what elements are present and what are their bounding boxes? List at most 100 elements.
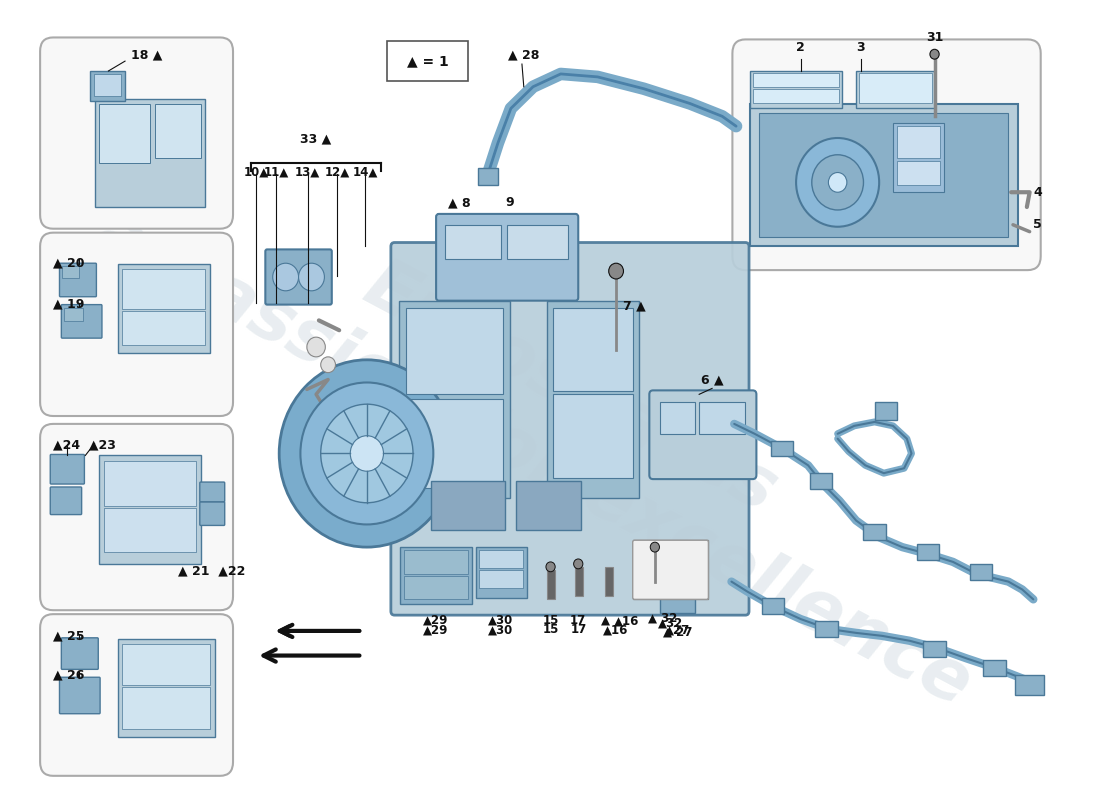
Bar bbox=[815, 621, 837, 637]
FancyBboxPatch shape bbox=[40, 38, 233, 229]
Text: 6 ▲: 6 ▲ bbox=[701, 374, 724, 386]
Bar bbox=[874, 402, 896, 420]
Circle shape bbox=[573, 559, 583, 569]
Text: 2: 2 bbox=[796, 42, 805, 54]
Text: ▲ 27: ▲ 27 bbox=[663, 626, 693, 639]
Text: Eurospares
a passion for excellence: Eurospares a passion for excellence bbox=[82, 128, 1020, 720]
Bar bbox=[660, 591, 695, 613]
Bar bbox=[122, 269, 206, 309]
FancyBboxPatch shape bbox=[40, 233, 233, 416]
Text: ▲16: ▲16 bbox=[614, 614, 639, 627]
Text: 4: 4 bbox=[1033, 186, 1042, 198]
Bar bbox=[63, 266, 79, 278]
Bar bbox=[750, 103, 1018, 246]
FancyBboxPatch shape bbox=[59, 678, 100, 714]
Text: 9: 9 bbox=[506, 196, 515, 209]
Bar bbox=[446, 225, 501, 259]
Circle shape bbox=[279, 360, 454, 547]
Circle shape bbox=[307, 337, 326, 357]
Circle shape bbox=[321, 404, 412, 502]
Circle shape bbox=[650, 542, 660, 552]
Text: ▲ 25: ▲ 25 bbox=[53, 629, 85, 642]
Bar bbox=[810, 473, 832, 489]
Bar bbox=[404, 550, 469, 574]
Text: ▲ 19: ▲ 19 bbox=[53, 298, 85, 310]
FancyBboxPatch shape bbox=[62, 638, 98, 670]
Bar bbox=[750, 71, 843, 109]
Text: ▲ 32: ▲ 32 bbox=[648, 611, 676, 624]
Text: 14▲: 14▲ bbox=[352, 166, 377, 178]
Bar bbox=[605, 567, 614, 597]
Text: 17: 17 bbox=[570, 614, 586, 627]
Text: ▲ 20: ▲ 20 bbox=[53, 256, 85, 270]
FancyBboxPatch shape bbox=[632, 540, 708, 599]
Circle shape bbox=[273, 263, 298, 291]
Bar bbox=[480, 570, 522, 587]
Bar bbox=[752, 73, 839, 86]
FancyBboxPatch shape bbox=[62, 305, 102, 338]
Bar bbox=[64, 307, 82, 322]
Bar bbox=[553, 307, 632, 391]
Bar bbox=[95, 98, 206, 207]
Bar bbox=[118, 638, 214, 738]
Bar bbox=[771, 441, 793, 457]
Text: 13▲: 13▲ bbox=[295, 166, 320, 178]
Text: ▲30: ▲30 bbox=[488, 613, 514, 626]
Bar bbox=[762, 598, 784, 614]
Bar bbox=[477, 167, 498, 186]
Circle shape bbox=[930, 50, 939, 59]
FancyBboxPatch shape bbox=[40, 614, 233, 776]
Bar bbox=[893, 123, 944, 192]
Bar bbox=[122, 644, 210, 685]
FancyBboxPatch shape bbox=[51, 487, 81, 514]
Text: ▲27: ▲27 bbox=[666, 623, 691, 636]
Bar bbox=[122, 310, 206, 345]
Text: ▲32: ▲32 bbox=[658, 616, 683, 629]
Text: ▲16: ▲16 bbox=[604, 623, 629, 636]
Text: 31: 31 bbox=[926, 31, 943, 44]
Bar bbox=[896, 161, 940, 186]
Text: 7 ▲: 7 ▲ bbox=[624, 299, 646, 312]
Text: 15: 15 bbox=[542, 623, 559, 636]
Text: ▲29: ▲29 bbox=[424, 623, 449, 636]
Circle shape bbox=[812, 154, 864, 210]
Bar bbox=[859, 73, 932, 102]
Text: ▲ = 1: ▲ = 1 bbox=[407, 54, 449, 68]
Text: ▲30: ▲30 bbox=[488, 623, 514, 636]
FancyBboxPatch shape bbox=[200, 502, 224, 526]
Bar bbox=[387, 42, 469, 81]
Bar bbox=[553, 394, 632, 478]
FancyBboxPatch shape bbox=[265, 250, 332, 305]
Circle shape bbox=[546, 562, 556, 572]
Bar bbox=[155, 103, 200, 158]
Bar bbox=[917, 544, 939, 560]
Circle shape bbox=[796, 138, 879, 226]
Circle shape bbox=[828, 173, 847, 192]
FancyBboxPatch shape bbox=[733, 39, 1041, 270]
Circle shape bbox=[608, 263, 624, 279]
Bar bbox=[406, 307, 504, 394]
Bar bbox=[547, 301, 639, 498]
Text: 15: 15 bbox=[542, 614, 559, 627]
Bar bbox=[103, 462, 196, 506]
FancyBboxPatch shape bbox=[390, 242, 749, 615]
Text: 10▲: 10▲ bbox=[243, 166, 268, 178]
Bar bbox=[660, 402, 695, 434]
FancyBboxPatch shape bbox=[649, 390, 757, 479]
Circle shape bbox=[300, 382, 433, 525]
Circle shape bbox=[321, 357, 336, 373]
Circle shape bbox=[350, 436, 384, 471]
Bar bbox=[896, 126, 940, 158]
Bar bbox=[969, 564, 992, 580]
Text: ▲ 28: ▲ 28 bbox=[508, 48, 539, 61]
Bar bbox=[752, 89, 839, 102]
Bar bbox=[983, 661, 1005, 676]
Bar bbox=[480, 550, 522, 568]
FancyBboxPatch shape bbox=[436, 214, 579, 301]
Text: ▲: ▲ bbox=[601, 614, 609, 627]
Bar bbox=[399, 301, 510, 498]
Text: 17: 17 bbox=[571, 623, 587, 636]
Bar bbox=[94, 74, 121, 96]
Bar bbox=[924, 641, 946, 657]
Bar bbox=[574, 567, 583, 597]
